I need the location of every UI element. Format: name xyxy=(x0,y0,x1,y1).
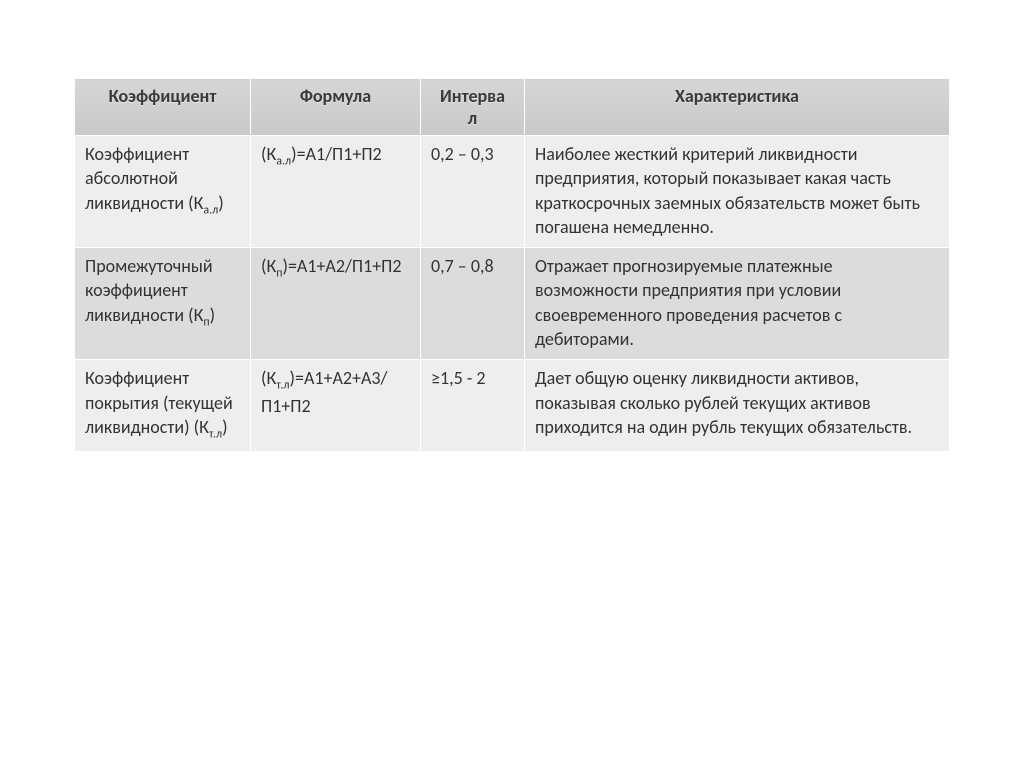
cell-formula: (Кп)=А1+А2/П1+П2 xyxy=(251,248,421,360)
table-head: Коэффициент Формула Интерва л Характерис… xyxy=(75,79,950,136)
cell-formula: (Ка.л)=А1/П1+П2 xyxy=(251,136,421,248)
header-coefficient: Коэффициент xyxy=(75,79,251,136)
cell-coefficient: Промежуточный коэффициент ликвидности (К… xyxy=(75,248,251,360)
header-interval-line2: л xyxy=(468,107,477,129)
cell-interval: 0,7 – 0,8 xyxy=(421,248,525,360)
cell-coefficient: Коэффициент покрытия (текущей ликвидност… xyxy=(75,360,251,451)
cell-interval: 0,2 – 0,3 xyxy=(421,136,525,248)
cell-coefficient: Коэффициент абсолютной ликвидности (Ка.л… xyxy=(75,136,251,248)
header-row: Коэффициент Формула Интерва л Характерис… xyxy=(75,79,950,136)
table-row: Коэффициент абсолютной ликвидности (Ка.л… xyxy=(75,136,950,248)
cell-formula: (Кт.л)=А1+А2+А3/П1+П2 xyxy=(251,360,421,451)
table-row: Коэффициент покрытия (текущей ликвидност… xyxy=(75,360,950,451)
table-body: Коэффициент абсолютной ликвидности (Ка.л… xyxy=(75,136,950,452)
cell-interval: ≥1,5 - 2 xyxy=(421,360,525,451)
header-formula: Формула xyxy=(251,79,421,136)
header-interval: Интерва л xyxy=(421,79,525,136)
cell-characteristic: Отражает прогнозируемые платежные возмож… xyxy=(525,248,950,360)
cell-characteristic: Дает общую оценку ликвидности активов, п… xyxy=(525,360,950,451)
table-row: Промежуточный коэффициент ликвидности (К… xyxy=(75,248,950,360)
liquidity-table: Коэффициент Формула Интерва л Характерис… xyxy=(74,78,950,452)
cell-characteristic: Наиболее жесткий критерий ликвидности пр… xyxy=(525,136,950,248)
header-characteristic: Характеристика xyxy=(525,79,950,136)
header-interval-line1: Интерва xyxy=(440,85,505,107)
table-container: Коэффициент Формула Интерва л Характерис… xyxy=(0,0,1024,452)
